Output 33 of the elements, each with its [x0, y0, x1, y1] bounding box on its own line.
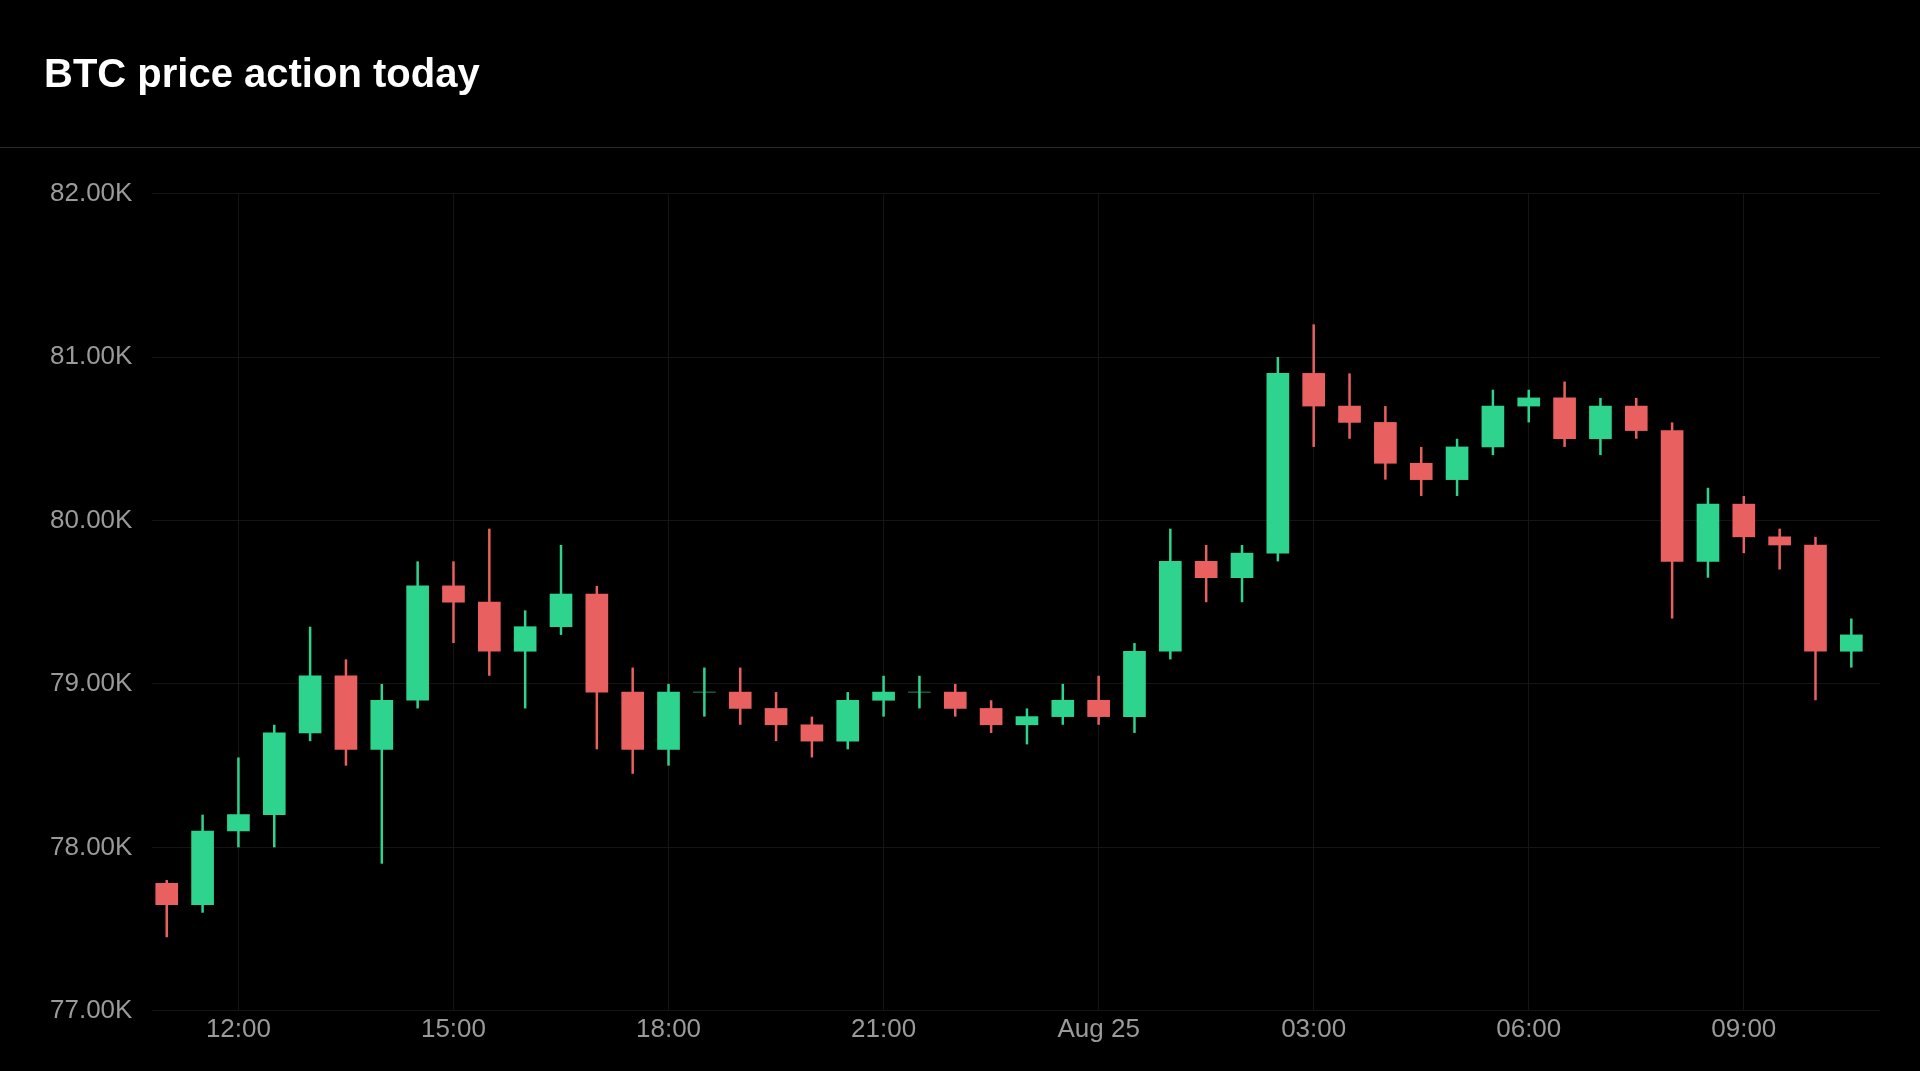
candlestick	[728, 666, 752, 727]
x-tick-label: 03:00	[1281, 1012, 1347, 1043]
candlestick	[1051, 682, 1075, 727]
candlestick	[979, 699, 1003, 735]
x-tick-label: 09:00	[1711, 1012, 1777, 1043]
candlestick	[1768, 527, 1791, 571]
x-tick-label: 15:00	[420, 1012, 487, 1043]
y-tick-label: 80.00K	[50, 503, 134, 534]
candlestick	[1194, 543, 1218, 604]
candlestick	[155, 878, 179, 939]
candlestick	[1087, 674, 1110, 727]
candlestick	[1409, 445, 1433, 498]
candlestick	[442, 560, 465, 645]
candlestick	[764, 690, 788, 743]
candlestick	[1517, 388, 1541, 424]
candlestick	[872, 674, 895, 718]
y-tick-label: 81.00K	[50, 340, 134, 371]
candlestick	[800, 715, 824, 759]
candlestick	[943, 682, 967, 718]
y-tick-label: 78.00K	[50, 830, 134, 861]
x-tick-label: 18:00	[635, 1012, 702, 1043]
chart-title: BTC price action today	[44, 51, 480, 96]
candlestick	[227, 756, 250, 849]
y-tick-label: 79.00K	[50, 667, 134, 698]
x-tick-label: 06:00	[1496, 1012, 1562, 1043]
y-tick-label: 82.00K	[50, 176, 134, 207]
x-tick-label: 12:00	[205, 1012, 271, 1043]
x-tick-label: Aug 25	[1057, 1012, 1140, 1043]
candlestick	[1338, 372, 1361, 441]
y-tick-label: 77.00K	[50, 993, 134, 1024]
x-tick-label: 21:00	[851, 1012, 917, 1043]
candlestick	[1840, 617, 1863, 669]
candlestick	[1015, 707, 1039, 746]
